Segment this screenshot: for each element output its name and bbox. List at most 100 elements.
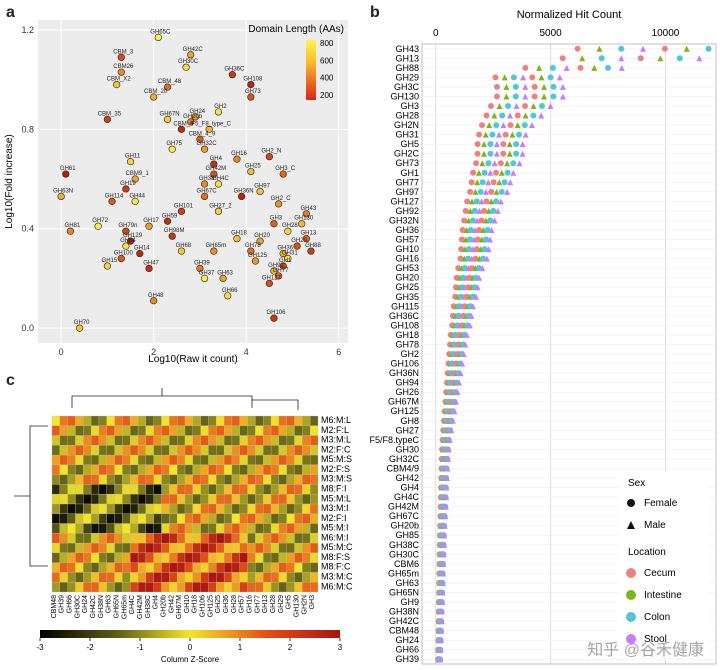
heatmap-cell xyxy=(192,494,201,505)
data-point xyxy=(539,103,546,109)
heatmap-cell xyxy=(247,503,256,514)
heatmap-cell xyxy=(153,425,162,436)
data-point xyxy=(514,122,521,129)
heatmap-cell xyxy=(67,503,76,514)
heatmap-cell xyxy=(255,445,264,456)
heatmap-cell xyxy=(83,445,92,456)
point-label: GH4 xyxy=(210,156,223,162)
heatmap-column-label: GH28 xyxy=(231,595,238,613)
heatmap-cell xyxy=(106,562,115,573)
heatmap-cell xyxy=(51,425,60,436)
colorbar-tick-label: -3 xyxy=(36,643,44,652)
point-label: GH98M xyxy=(164,228,185,234)
heatmap-cell xyxy=(302,494,311,505)
heatmap-row-label: M5:M:C xyxy=(321,542,353,552)
heatmap-cell xyxy=(169,415,178,426)
heatmap-column-label: GH38C xyxy=(145,595,152,618)
data-point xyxy=(598,55,605,62)
heatmap-cell xyxy=(130,474,139,485)
heatmap-cell xyxy=(177,425,186,436)
legend-colorbar xyxy=(306,40,316,100)
data-point xyxy=(465,217,472,224)
data-point xyxy=(530,103,537,109)
heatmap-cell xyxy=(114,425,123,436)
watermark: 知乎 @谷禾健康 xyxy=(587,642,704,659)
y-tick-label: 0.8 xyxy=(21,124,34,134)
data-point xyxy=(482,131,489,138)
point-label: GH130 xyxy=(294,216,314,222)
data-point xyxy=(522,83,529,90)
category-label: GH24 xyxy=(395,635,419,645)
point-label: CBM_20 xyxy=(144,89,168,95)
point-label: GH2_C xyxy=(271,196,292,202)
heatmap-cell xyxy=(51,582,60,593)
heatmap-cell xyxy=(59,572,68,583)
heatmap-cell xyxy=(130,494,139,505)
data-point xyxy=(485,160,492,167)
heatmap-cell xyxy=(231,415,240,426)
heatmap-cell xyxy=(169,513,178,524)
x-tick-label: 2 xyxy=(151,347,156,357)
data-point xyxy=(493,83,500,90)
heatmap-cell xyxy=(255,513,264,524)
heatmap-cell xyxy=(231,435,240,446)
data-point xyxy=(481,141,488,148)
category-label: GH2 xyxy=(400,349,419,359)
data-point xyxy=(531,93,538,100)
heatmap-cell xyxy=(270,425,280,436)
heatmap-cell xyxy=(106,503,115,514)
heatmap-cell xyxy=(114,542,123,554)
data-point xyxy=(441,532,448,539)
category-label: GH38C xyxy=(389,540,420,550)
heatmap-cell xyxy=(184,454,193,466)
data-point xyxy=(459,227,466,233)
data-point xyxy=(445,455,452,462)
heatmap-cell xyxy=(153,435,162,446)
heatmap-cell xyxy=(75,552,84,563)
heatmap-cell xyxy=(270,503,280,514)
scatter-point xyxy=(256,187,264,196)
heatmap-column-label: GH4 xyxy=(153,595,160,610)
scatter-point xyxy=(76,324,84,332)
heatmap-cell xyxy=(90,415,100,426)
data-point xyxy=(513,103,520,109)
category-label: GH63 xyxy=(395,578,419,588)
category-label: CBM4/9 xyxy=(386,463,419,473)
data-point xyxy=(457,370,464,377)
heatmap-column-label: GH67M xyxy=(176,595,183,619)
category-label: GH26 xyxy=(395,387,419,397)
heatmap-cell xyxy=(67,523,76,534)
heatmap-cell xyxy=(239,454,248,466)
heatmap-cell xyxy=(247,445,256,456)
heatmap-cell xyxy=(216,542,225,554)
category-label: GH66 xyxy=(395,645,419,655)
point-label: GH44 xyxy=(129,193,145,199)
data-point xyxy=(481,169,488,176)
category-label: GH97 xyxy=(395,187,419,197)
heatmap-cell xyxy=(278,533,287,544)
data-point xyxy=(460,351,467,357)
heatmap-column-label: GH28 xyxy=(270,595,277,613)
heatmap-cell xyxy=(122,503,131,514)
heatmap-cell xyxy=(255,572,264,583)
heatmap-cell xyxy=(239,474,248,485)
point-label: GH36 xyxy=(277,246,293,252)
heatmap-cell xyxy=(177,445,186,456)
data-point xyxy=(522,112,529,119)
heatmap-cell xyxy=(263,415,272,426)
category-label: GH35 xyxy=(395,292,419,302)
heatmap-cell xyxy=(83,454,92,466)
heatmap-cell xyxy=(51,474,60,485)
heatmap-cell xyxy=(278,582,287,593)
heatmap-cell xyxy=(286,484,295,495)
colorbar-tick-label: -2 xyxy=(86,643,94,652)
heatmap-cell xyxy=(200,415,209,426)
scatter-point xyxy=(214,180,223,188)
heatmap-cell xyxy=(278,503,287,514)
heatmap-cell xyxy=(263,425,272,436)
data-point xyxy=(509,131,516,138)
heatmap-cell xyxy=(51,513,60,524)
data-point xyxy=(457,255,464,262)
heatmap-cell xyxy=(83,484,92,495)
heatmap-cell xyxy=(231,533,240,544)
